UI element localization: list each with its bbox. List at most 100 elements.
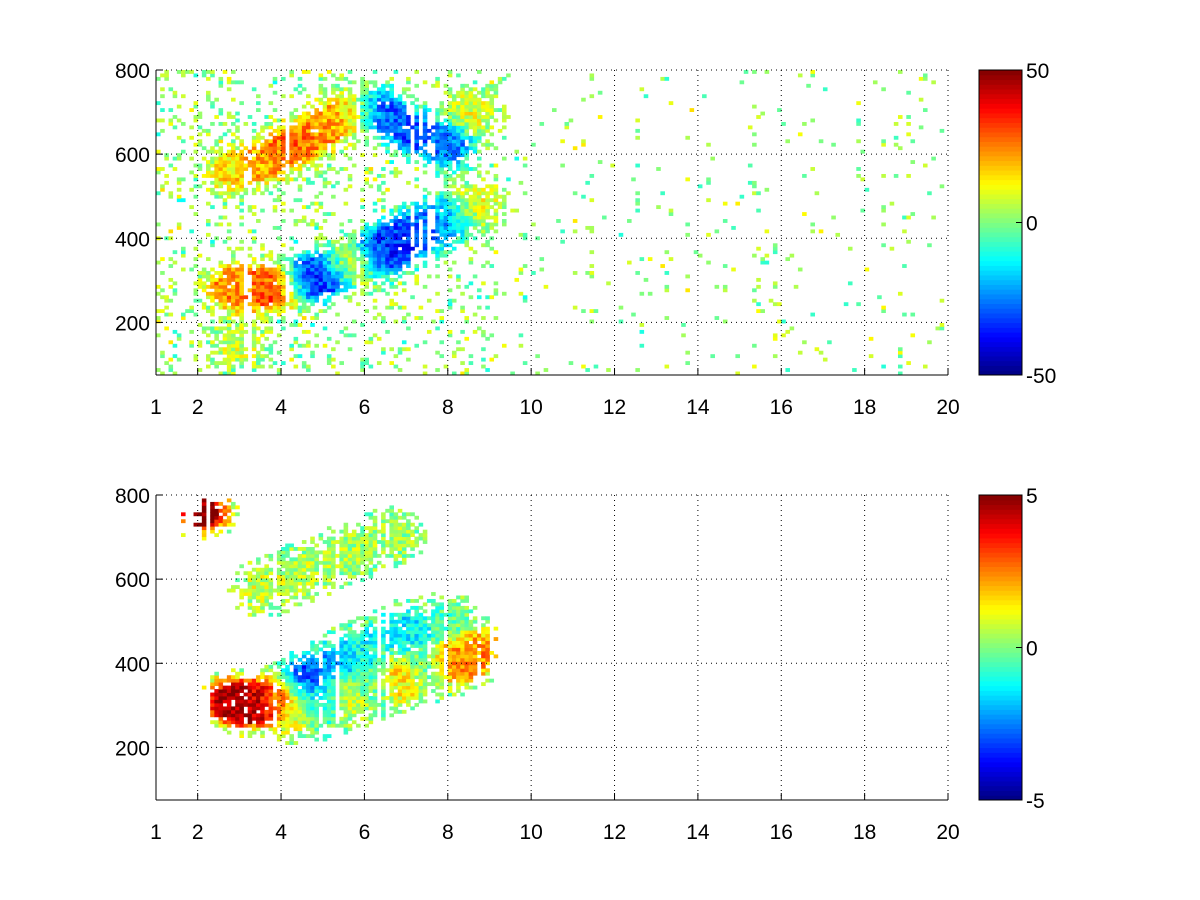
heatmap-cell [360,291,365,296]
heatmap-cell [397,281,403,286]
heatmap-cell [364,118,369,123]
heatmap-cell [389,298,394,303]
heatmap-cell [231,302,236,307]
heatmap-cell [581,97,586,102]
heatmap-cell [414,132,420,137]
heatmap-cell [306,139,311,144]
heatmap-cell [322,633,328,638]
axes-background [156,495,948,800]
heatmap-cell [335,239,340,244]
heatmap-cell [306,101,311,106]
heatmap-cell [389,522,394,527]
heatmap-cell [752,298,757,303]
heatmap-cell [301,668,307,673]
heatmap-cell [289,115,294,119]
heatmap-cell [381,90,386,95]
heatmap-cell [276,699,282,704]
heatmap-cell [385,132,390,137]
heatmap-cell [356,654,361,659]
heatmap-cell [381,173,386,178]
heatmap-cell [439,104,445,109]
heatmap-cell [268,284,274,289]
heatmap-cell [468,232,474,237]
heatmap-cell [476,198,482,203]
heatmap-cell [451,229,457,234]
heatmap-cell [301,284,307,289]
heatmap-cell [222,519,228,524]
heatmap-cell [456,239,461,244]
heatmap-cell [802,212,807,216]
heatmap-cell [485,90,490,95]
heatmap-cell [301,581,307,586]
heatmap-cell [347,253,353,258]
heatmap-cell [218,184,224,189]
heatmap-cell [297,564,303,569]
heatmap-cell [468,257,474,262]
heatmap-cell [364,647,369,652]
heatmap-cell [176,194,182,199]
heatmap-cell [276,612,282,617]
heatmap-cell [235,682,240,687]
heatmap-cell [160,187,165,192]
heatmap-cell [256,295,261,300]
heatmap-cell [368,720,374,725]
heatmap-cell [406,260,411,265]
heatmap-cell [356,633,361,638]
heatmap-cell [360,118,365,123]
heatmap-cell [210,685,215,690]
heatmap-cell [376,250,382,255]
heatmap-cell [376,173,382,178]
heatmap-cell [251,567,257,572]
heatmap-cell [389,208,394,213]
heatmap-cell [360,260,365,265]
heatmap-cell [747,163,753,168]
heatmap-cell [172,125,178,130]
heatmap-cell [389,160,394,164]
heatmap-cell [243,357,249,362]
heatmap-cell [381,205,386,210]
heatmap-cell [460,142,465,147]
heatmap-cell [468,142,474,147]
heatmap-cell [264,329,269,334]
heatmap-cell [414,609,420,614]
heatmap-cell [268,713,274,718]
heatmap-cell [260,668,265,673]
heatmap-cell [389,260,394,265]
heatmap-cell [181,533,186,537]
heatmap-cell [797,350,803,355]
heatmap-cell [268,716,274,721]
heatmap-cell [364,108,369,112]
heatmap-cell [306,595,311,600]
heatmap-cell [422,692,428,697]
heatmap-cell [339,277,344,282]
heatmap-cell [777,319,782,324]
heatmap-cell [226,288,232,293]
heatmap-cell [406,512,411,517]
heatmap-cell [368,111,374,116]
heatmap-cell [385,274,390,279]
heatmap-cell [218,277,224,282]
heatmap-cell [231,153,236,158]
heatmap-cell [235,128,240,133]
heatmap-cell [347,121,353,126]
heatmap-cell [181,94,186,99]
heatmap-cell [226,333,232,338]
heatmap-cell [276,574,282,579]
heatmap-cell [214,288,219,293]
heatmap-cell [226,498,232,503]
heatmap-cell [331,626,336,631]
heatmap-cell [539,257,545,262]
heatmap-cell [201,146,207,151]
heatmap-cell [301,128,307,133]
heatmap-cell [752,142,757,147]
heatmap-cell [331,675,336,680]
heatmap-cell [301,364,307,369]
heatmap-cell [247,574,253,579]
heatmap-cell [235,111,240,116]
heatmap-cell [339,664,344,669]
heatmap-cell [231,347,236,352]
heatmap-cell [356,302,361,307]
heatmap-cell [285,692,290,697]
